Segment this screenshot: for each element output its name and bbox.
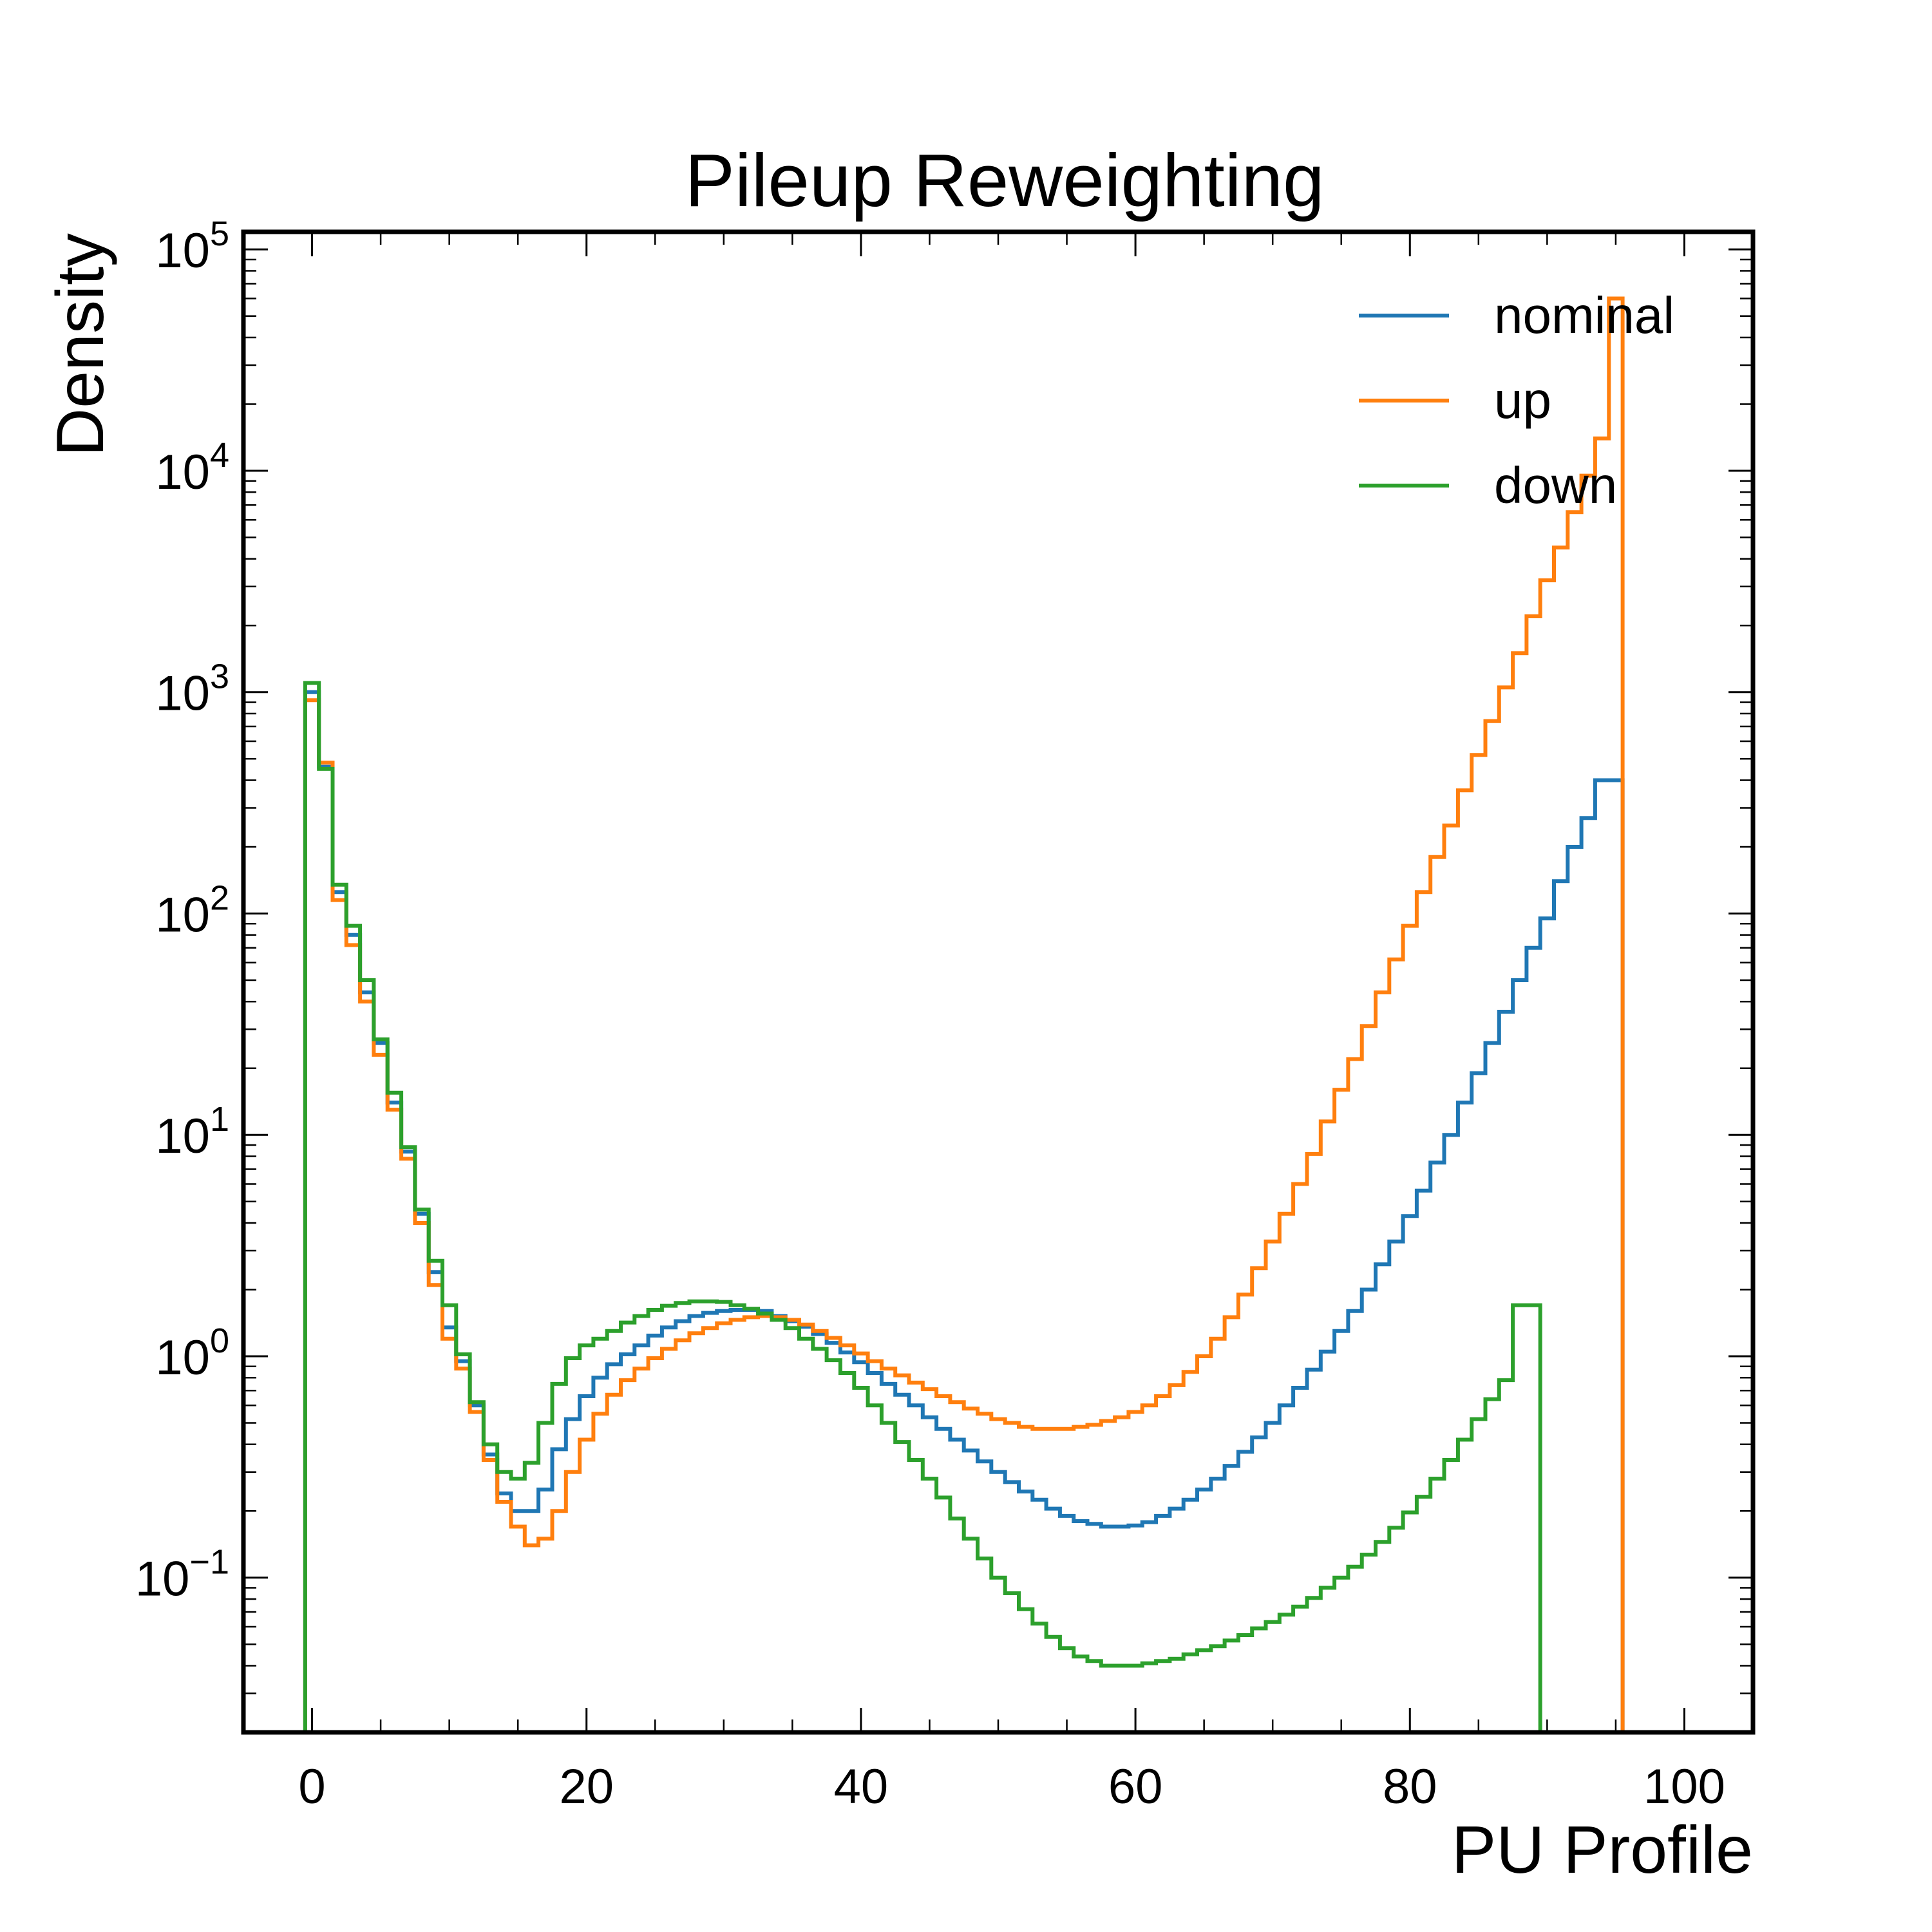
x-tick-label: 100 [1643, 1759, 1725, 1814]
y-tick-label: 103 [155, 658, 229, 721]
legend: nominal up down [1359, 287, 1674, 514]
y-axis-label: Density [43, 233, 118, 457]
axes-layer: 0 20 40 60 80 100 10−1 100 101 102 103 104 105 [135, 214, 1756, 1814]
x-tick-label: 60 [1108, 1759, 1163, 1814]
chart-title: Pileup Reweighting [685, 138, 1324, 222]
y-tick-label: 102 [155, 878, 229, 942]
legend-label-nominal: nominal [1494, 287, 1674, 344]
y-tick-label: 101 [155, 1100, 229, 1164]
x-tick-label: 40 [834, 1759, 889, 1814]
x-tick-label: 80 [1383, 1759, 1437, 1814]
x-tick-label: 20 [559, 1759, 614, 1814]
y-tick-label: 104 [155, 436, 229, 500]
y-tick-label: 10−1 [135, 1543, 229, 1607]
series-layer [303, 296, 1625, 1732]
x-axis-label: PU Profile [1452, 1813, 1753, 1888]
series-line-up [303, 296, 1625, 1732]
series-line-down [303, 681, 1542, 1732]
y-tick-label: 105 [155, 214, 229, 278]
y-tick-label: 100 [155, 1321, 229, 1385]
x-tick-label: 0 [298, 1759, 325, 1814]
legend-label-down: down [1494, 457, 1617, 514]
legend-label-up: up [1494, 372, 1551, 429]
series-line-nominal [303, 690, 1625, 1732]
